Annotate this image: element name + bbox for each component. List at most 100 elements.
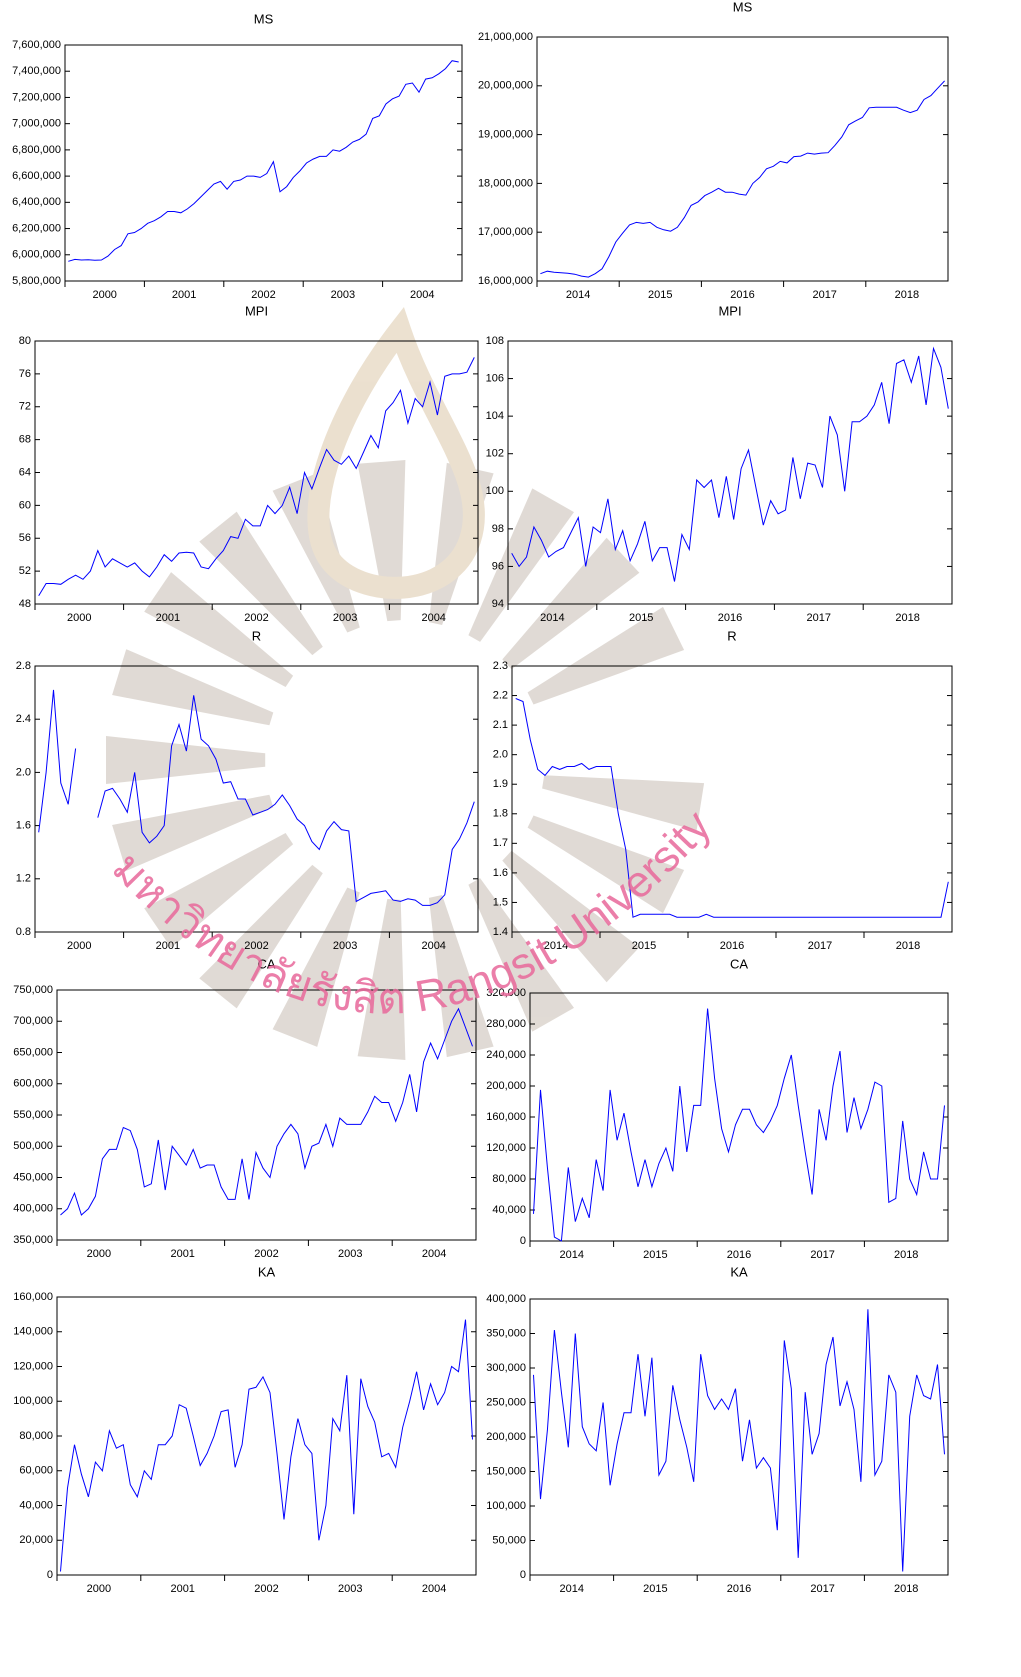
- y-tick-label: 21,000,000: [478, 31, 533, 43]
- plot-frame: [57, 990, 476, 1240]
- y-tick-label: 2.0: [16, 766, 31, 778]
- chart-title: MS: [254, 11, 274, 26]
- y-tick-label: 1.9: [493, 778, 508, 790]
- y-tick-label: 98: [492, 523, 504, 535]
- y-tick-label: 2.4: [16, 713, 31, 725]
- x-tick-label: 2000: [67, 940, 91, 952]
- y-tick-label: 280,000: [486, 1018, 526, 1030]
- y-tick-label: 160,000: [13, 1291, 53, 1303]
- y-tick-label: 550,000: [13, 1109, 53, 1121]
- watermark-ray: [106, 736, 265, 784]
- chart-title: MPI: [245, 303, 268, 318]
- y-tick-label: 68: [19, 434, 31, 446]
- series-line: [512, 349, 949, 582]
- series-line: [516, 699, 949, 918]
- x-tick-label: 2015: [629, 612, 653, 624]
- x-tick-label: 2002: [251, 289, 275, 301]
- x-tick-label: 2018: [895, 612, 919, 624]
- y-tick-label: 104: [486, 410, 504, 422]
- y-tick-label: 6,200,000: [12, 222, 61, 234]
- y-tick-label: 18,000,000: [478, 177, 533, 189]
- y-tick-label: 100,000: [13, 1395, 53, 1407]
- x-tick-label: 2004: [410, 289, 434, 301]
- x-tick-label: 2017: [812, 289, 836, 301]
- x-tick-label: 2017: [807, 612, 831, 624]
- series-line: [534, 1309, 945, 1571]
- x-tick-label: 2017: [810, 1249, 834, 1261]
- x-tick-label: 2018: [894, 1583, 918, 1595]
- x-tick-label: 2001: [156, 612, 180, 624]
- x-tick-label: 2014: [566, 289, 590, 301]
- y-tick-label: 7,000,000: [12, 118, 61, 130]
- y-tick-label: 6,400,000: [12, 196, 61, 208]
- y-tick-label: 60: [19, 499, 31, 511]
- page: MS5,800,0006,000,0006,200,0006,400,0006,…: [0, 0, 1021, 1677]
- y-tick-label: 1.2: [16, 873, 31, 885]
- plot-frame: [65, 45, 462, 281]
- y-tick-label: 40,000: [19, 1499, 53, 1511]
- x-tick-label: 2015: [643, 1249, 667, 1261]
- y-tick-label: 1.5: [493, 896, 508, 908]
- x-tick-label: 2000: [67, 612, 91, 624]
- y-tick-label: 20,000: [19, 1534, 53, 1546]
- y-tick-label: 750,000: [13, 984, 53, 996]
- y-tick-label: 7,200,000: [12, 91, 61, 103]
- x-tick-label: 2017: [810, 1583, 834, 1595]
- y-tick-label: 200,000: [486, 1080, 526, 1092]
- y-tick-label: 2.0: [493, 749, 508, 761]
- x-tick-label: 2016: [727, 1583, 751, 1595]
- x-tick-label: 2016: [727, 1249, 751, 1261]
- y-tick-label: 400,000: [13, 1203, 53, 1215]
- y-tick-label: 200,000: [486, 1431, 526, 1443]
- chart-title: KA: [730, 1264, 748, 1279]
- y-tick-label: 80,000: [19, 1430, 53, 1442]
- y-tick-label: 450,000: [13, 1171, 53, 1183]
- y-tick-label: 600,000: [13, 1078, 53, 1090]
- x-tick-label: 2014: [560, 1583, 584, 1595]
- y-tick-label: 1.4: [493, 926, 508, 938]
- series-line: [540, 81, 944, 277]
- y-tick-label: 64: [19, 466, 31, 478]
- x-tick-label: 2002: [254, 1583, 278, 1595]
- y-tick-label: 52: [19, 565, 31, 577]
- y-tick-label: 1.6: [493, 867, 508, 879]
- plot-frame: [537, 37, 948, 281]
- y-tick-label: 100: [486, 485, 504, 497]
- y-tick-label: 94: [492, 598, 504, 610]
- y-tick-label: 1.8: [493, 808, 508, 820]
- y-tick-label: 150,000: [486, 1465, 526, 1477]
- y-tick-label: 160,000: [486, 1111, 526, 1123]
- y-tick-label: 7,600,000: [12, 39, 61, 51]
- y-tick-label: 72: [19, 401, 31, 413]
- y-tick-label: 650,000: [13, 1046, 53, 1058]
- y-tick-label: 120,000: [13, 1360, 53, 1372]
- x-tick-label: 2015: [643, 1583, 667, 1595]
- y-tick-label: 0: [47, 1569, 53, 1581]
- y-tick-label: 300,000: [486, 1362, 526, 1374]
- y-tick-label: 400,000: [486, 1293, 526, 1305]
- x-tick-label: 2003: [333, 940, 357, 952]
- chart-title: KA: [258, 1264, 276, 1279]
- plot-frame: [530, 1299, 948, 1575]
- y-tick-label: 7,400,000: [12, 65, 61, 77]
- x-tick-label: 2003: [338, 1248, 362, 1260]
- y-tick-label: 48: [19, 598, 31, 610]
- series-line: [68, 61, 458, 262]
- x-tick-label: 2016: [720, 940, 744, 952]
- y-tick-label: 0.8: [16, 926, 31, 938]
- plot-frame: [57, 1297, 476, 1575]
- y-tick-label: 50,000: [492, 1534, 526, 1546]
- y-tick-label: 350,000: [13, 1234, 53, 1246]
- series-line: [534, 1009, 945, 1242]
- y-tick-label: 80,000: [492, 1173, 526, 1185]
- y-tick-label: 40,000: [492, 1204, 526, 1216]
- x-tick-label: 2003: [333, 612, 357, 624]
- x-tick-label: 2004: [422, 1583, 446, 1595]
- y-tick-label: 240,000: [486, 1049, 526, 1061]
- y-tick-label: 20,000,000: [478, 80, 533, 92]
- y-tick-label: 102: [486, 448, 504, 460]
- x-tick-label: 2017: [808, 940, 832, 952]
- y-tick-label: 6,600,000: [12, 170, 61, 182]
- chart-title: MPI: [718, 303, 741, 318]
- y-tick-label: 6,800,000: [12, 144, 61, 156]
